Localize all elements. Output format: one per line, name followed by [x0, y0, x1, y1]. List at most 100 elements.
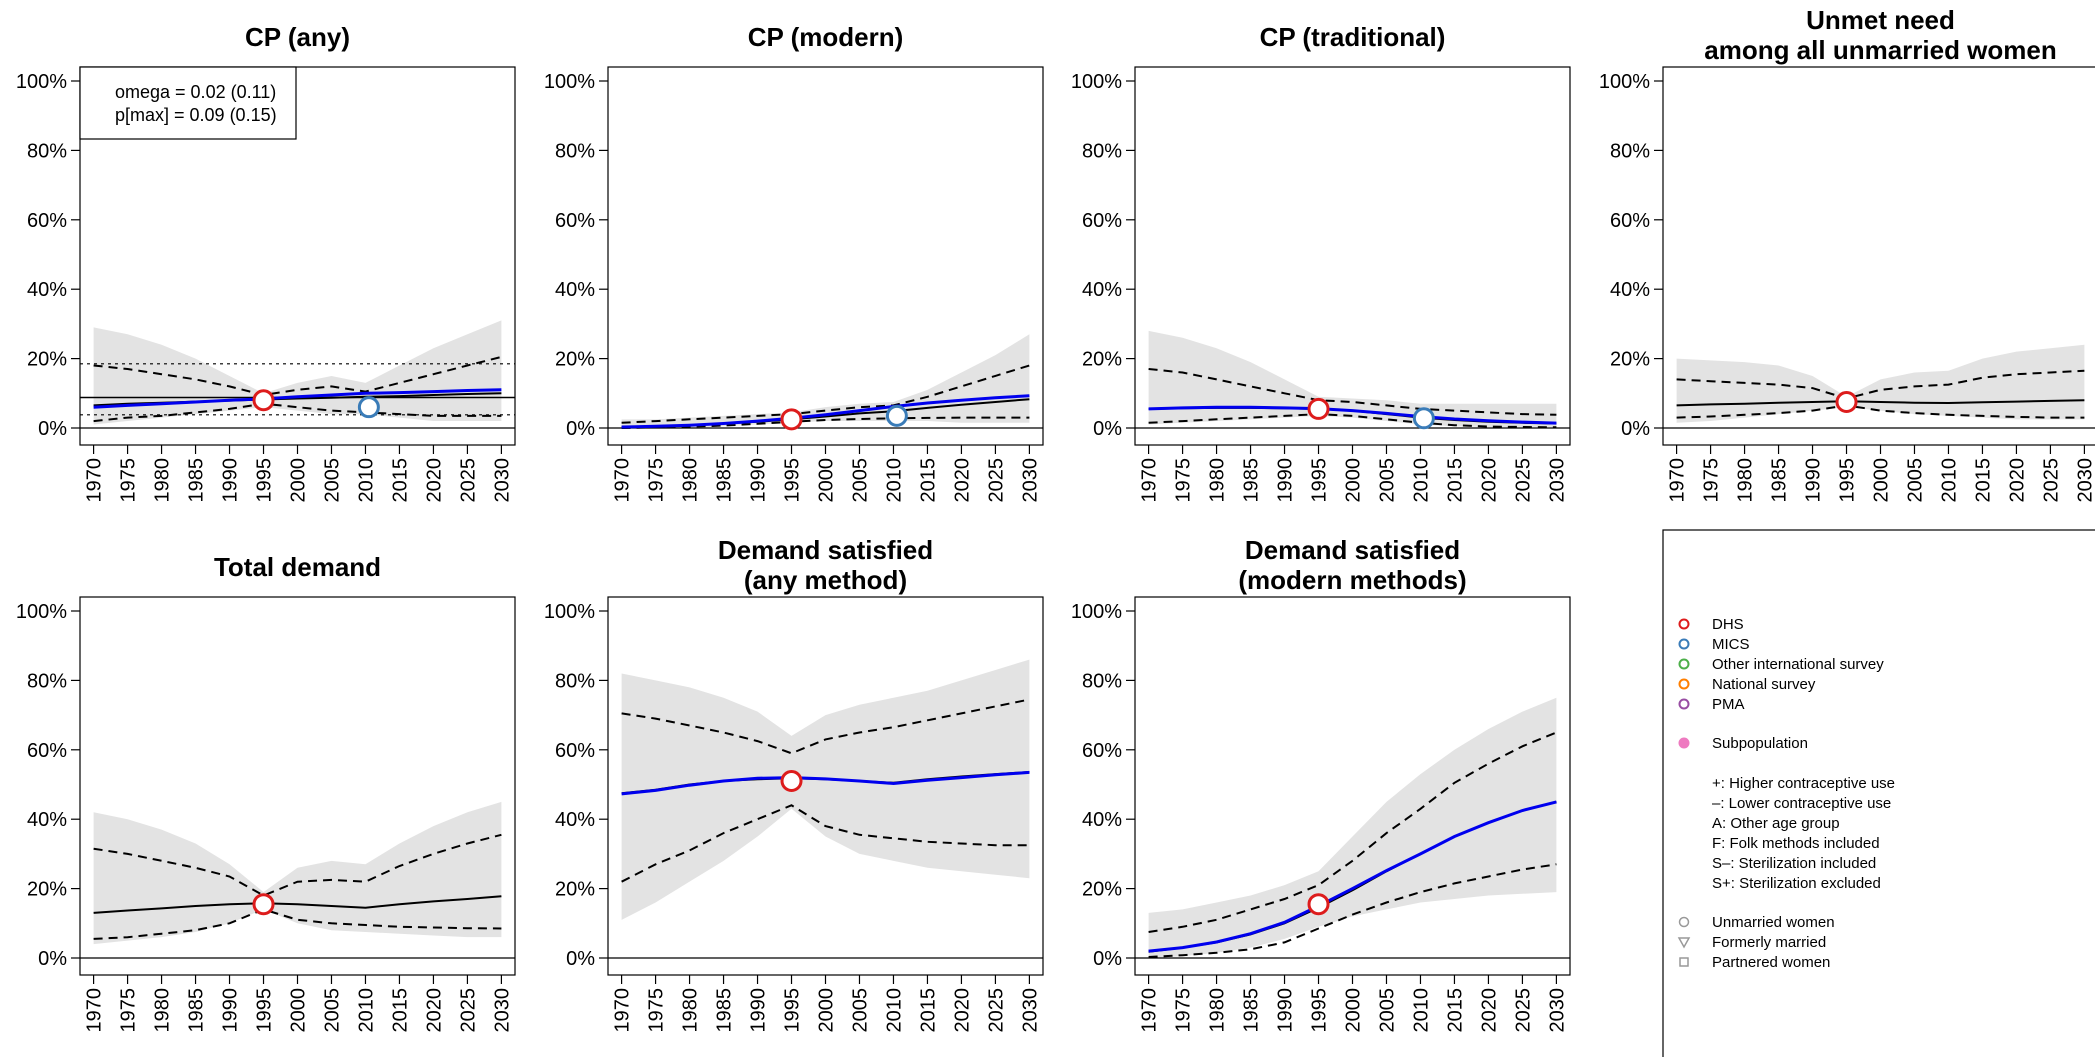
x-tick-label: 1975: [646, 988, 668, 1033]
interval-line-3: [1676, 404, 2085, 419]
legend-item-label: PMA: [1712, 696, 1745, 713]
x-tick-label: 2020: [951, 988, 973, 1033]
x-tick-label: 2015: [917, 458, 939, 503]
x-tick-label: 1985: [186, 458, 208, 503]
legend-item-label: MICS: [1712, 636, 1750, 653]
x-tick-label: 1980: [1207, 988, 1229, 1033]
y-tick-label: 60%: [555, 210, 595, 232]
panel-title-line: (modern methods): [1238, 565, 1466, 595]
interval-line-3: [1148, 863, 1557, 958]
y-tick-label: 80%: [1082, 670, 1122, 692]
y-tick-label: 60%: [27, 740, 67, 762]
interval-line-3: [93, 402, 502, 423]
y-tick-label: 20%: [1082, 349, 1122, 371]
x-tick-label: 1995: [1837, 458, 1859, 503]
y-tick-label: 60%: [1082, 210, 1122, 232]
x-tick-label: 2030: [491, 458, 513, 503]
legend-marker-circle: [1678, 916, 1690, 928]
x-tick-label: 1980: [1735, 458, 1757, 503]
x-tick-label: 2000: [1343, 988, 1365, 1033]
panel-title: CP (any): [245, 22, 350, 52]
panel-title-line: Demand satisfied: [1245, 535, 1460, 565]
x-tick-label: 2025: [2040, 458, 2062, 503]
x-tick-label: 2000: [816, 988, 838, 1033]
legend-note: S–: Sterilization included: [1712, 855, 1876, 872]
data-point-mics: [885, 404, 908, 427]
x-tick-label: 1975: [118, 458, 140, 503]
y-tick-label: 40%: [27, 809, 67, 831]
interval-line-2: [93, 833, 502, 897]
uncertainty-band: [1148, 330, 1557, 427]
y-tick-label: 40%: [1082, 809, 1122, 831]
info-box-line: p[max] = 0.09 (0.15): [115, 105, 277, 125]
x-tick-label: 1980: [680, 988, 702, 1033]
x-tick-label: 1980: [152, 458, 174, 503]
panel-title: Unmet need among all unmarried women: [1704, 5, 2057, 65]
legend-box: [1662, 529, 2095, 1057]
x-tick-label: 2030: [1546, 458, 1568, 503]
x-tick-label: 1985: [186, 988, 208, 1033]
x-tick-label: 1995: [1309, 988, 1331, 1033]
x-tick-label: 2005: [849, 458, 871, 503]
legend-note: F: Folk methods included: [1712, 835, 1880, 852]
x-tick-label: 1985: [1769, 458, 1791, 503]
y-tick-label: 40%: [555, 809, 595, 831]
x-tick-label: 1995: [782, 458, 804, 503]
x-tick-label: 2010: [1410, 458, 1432, 503]
y-tick-label: 20%: [27, 349, 67, 371]
x-tick-label: 2025: [457, 988, 479, 1033]
x-tick-label: 1980: [1207, 458, 1229, 503]
y-tick-label: 0%: [1621, 418, 1650, 440]
data-point-dhs: [252, 893, 275, 916]
interval-line-3: [1148, 413, 1557, 429]
x-tick-label: 1985: [1241, 458, 1263, 503]
y-tick-label: 80%: [27, 140, 67, 162]
chart-panel-3: 0% 20% 40% 60% 80% 100% 1970 1975 1980 1985 1990 19…: [1071, 22, 1571, 503]
data-point-dhs: [252, 389, 275, 412]
y-tick-label: 100%: [16, 601, 67, 623]
legend-note: A: Other age group: [1712, 815, 1840, 832]
x-tick-label: 1975: [1173, 458, 1195, 503]
x-tick-label: 2005: [849, 988, 871, 1033]
y-tick-label: 0%: [1093, 948, 1122, 970]
interval-line-2: [621, 698, 1030, 755]
legend-note: –: Lower contraceptive use: [1712, 795, 1891, 812]
legend-item-label: Unmarried women: [1712, 914, 1835, 931]
y-tick-label: 20%: [555, 879, 595, 901]
legend-marker-subpopulation: [1678, 737, 1690, 749]
x-tick-label: 1970: [1139, 988, 1161, 1033]
y-tick-label: 60%: [555, 740, 595, 762]
legend-item-label: DHS: [1712, 616, 1744, 633]
x-tick-label: 2015: [389, 988, 411, 1033]
x-tick-label: 2015: [1972, 458, 1994, 503]
legend-marker-mics: [1678, 638, 1690, 650]
x-tick-label: 1995: [782, 988, 804, 1033]
data-point-mics: [357, 396, 380, 419]
panel-title: CP (traditional): [1260, 22, 1446, 52]
x-tick-label: 1970: [612, 458, 634, 503]
chart-panel-2: 0% 20% 40% 60% 80% 100% 1970 1975 1980 1985 1990 19…: [544, 22, 1044, 503]
x-tick-label: 2015: [1444, 458, 1466, 503]
y-tick-label: 80%: [555, 140, 595, 162]
x-tick-label: 2000: [288, 988, 310, 1033]
uncertainty-band: [621, 334, 1030, 428]
x-tick-label: 1985: [714, 988, 736, 1033]
y-tick-label: 0%: [38, 948, 67, 970]
y-tick-label: 60%: [27, 210, 67, 232]
interval-line-2: [1148, 368, 1557, 416]
chart-panel-1: 0% 20% 40% 60% 80% 100% 1970 1975 1980 1985 1990 19…: [16, 22, 516, 503]
y-tick-label: 40%: [27, 279, 67, 301]
y-tick-label: 0%: [1093, 418, 1122, 440]
x-tick-label: 2000: [288, 458, 310, 503]
blue-estimate-line-4: [621, 770, 1030, 796]
uncertainty-band: [621, 659, 1030, 920]
x-tick-label: 1995: [254, 988, 276, 1033]
interval-line-2: [93, 355, 502, 397]
legend-marker-national: [1678, 678, 1690, 690]
info-box-line: omega = 0.02 (0.11): [115, 82, 276, 102]
data-point-dhs: [780, 770, 803, 793]
x-tick-label: 2030: [1546, 988, 1568, 1033]
legend-marker-triangle: [1677, 937, 1691, 949]
x-tick-label: 2020: [1478, 988, 1500, 1033]
